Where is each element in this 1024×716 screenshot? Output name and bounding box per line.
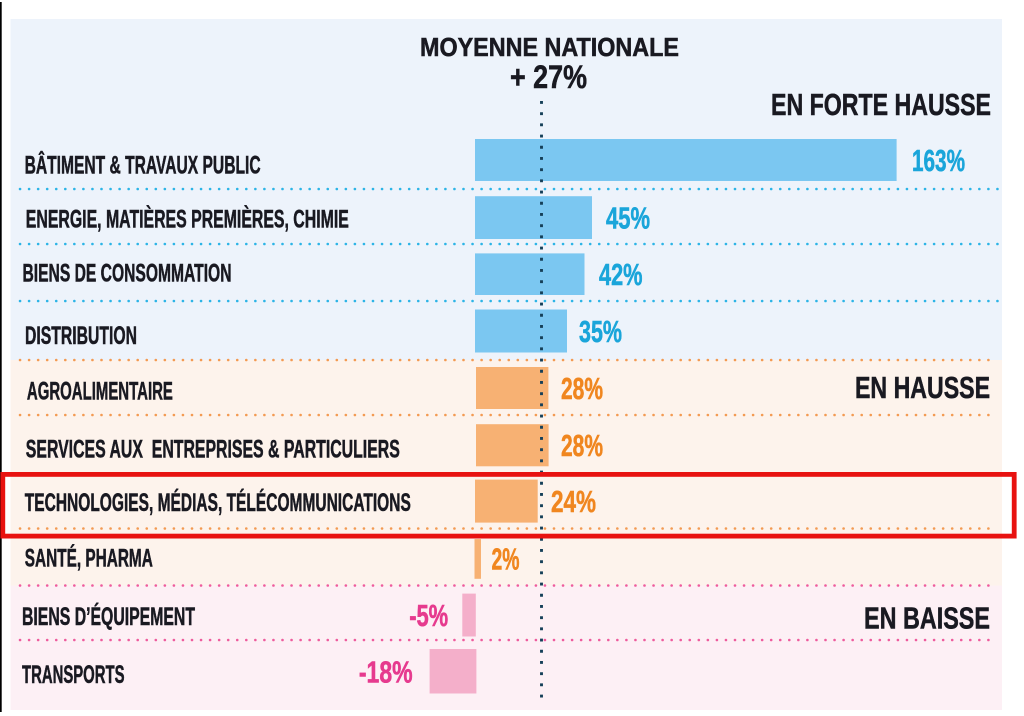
svg-text:35%: 35%: [579, 314, 622, 349]
svg-text:SANTÉ, PHARMA: SANTÉ, PHARMA: [25, 544, 153, 573]
svg-text:28%: 28%: [561, 371, 603, 406]
svg-text:BIENS DE CONSOMMATION: BIENS DE CONSOMMATION: [23, 259, 232, 287]
svg-text:2%: 2%: [492, 542, 520, 577]
svg-text:TRANSPORTS: TRANSPORTS: [22, 661, 125, 689]
svg-text:24%: 24%: [551, 484, 596, 519]
svg-text:DISTRIBUTION: DISTRIBUTION: [25, 322, 137, 350]
svg-text:BIENS D’ÉQUIPEMENT: BIENS D’ÉQUIPEMENT: [22, 602, 195, 631]
svg-text:AGROALIMENTAIRE: AGROALIMENTAIRE: [27, 378, 173, 406]
svg-text:MOYENNE NATIONALE: MOYENNE NATIONALE: [420, 32, 679, 62]
svg-text:28%: 28%: [561, 428, 603, 463]
svg-text:-5%: -5%: [409, 598, 448, 633]
svg-text:EN BAISSE: EN BAISSE: [864, 601, 990, 636]
svg-text:ENERGIE, MATIÈRES PREMIÈRES, C: ENERGIE, MATIÈRES PREMIÈRES, CHIMIE: [26, 205, 349, 234]
svg-text:-18%: -18%: [359, 655, 413, 690]
svg-text:+ 27%: + 27%: [510, 59, 587, 95]
svg-text:BÂTIMENT & TRAVAUX PUBLIC: BÂTIMENT & TRAVAUX PUBLIC: [25, 150, 261, 180]
svg-text:45%: 45%: [606, 200, 650, 235]
svg-text:EN FORTE HAUSSE: EN FORTE HAUSSE: [771, 87, 991, 122]
svg-text:42%: 42%: [599, 257, 643, 292]
svg-text:SERVICES AUX ENTREPRISES & PA: SERVICES AUX ENTREPRISES & PARTICULIERS: [26, 436, 400, 464]
svg-text:163%: 163%: [912, 143, 965, 178]
svg-text:EN HAUSSE: EN HAUSSE: [855, 370, 990, 405]
svg-text:TECHNOLOGIES, MÉDIAS, TÉLÉCOMM: TECHNOLOGIES, MÉDIAS, TÉLÉCOMMUNICATIONS: [25, 488, 411, 517]
